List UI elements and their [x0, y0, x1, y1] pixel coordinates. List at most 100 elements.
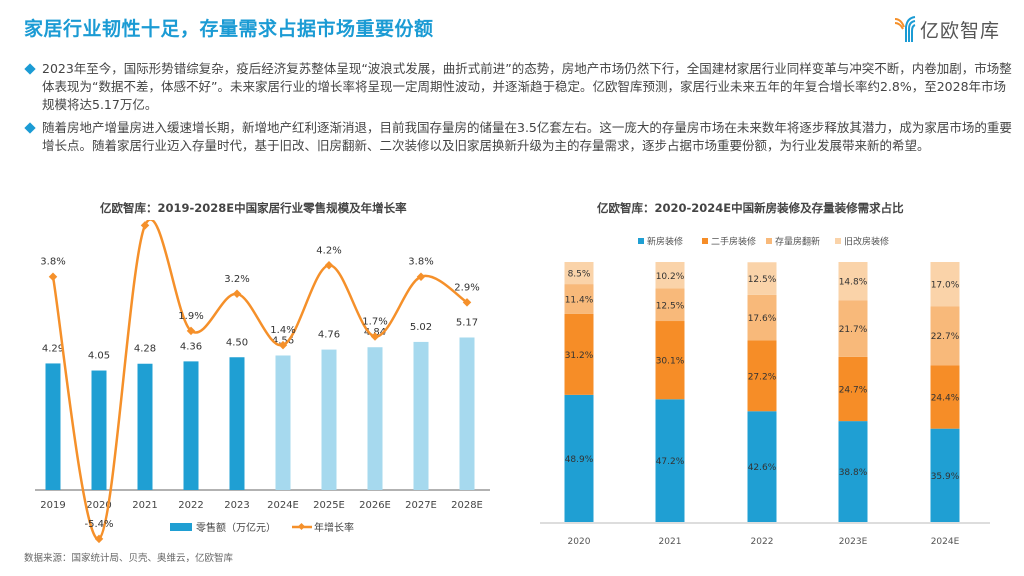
- segment-label: 10.2%: [656, 272, 685, 282]
- x-tick-label: 2019: [40, 500, 65, 511]
- segment-label: 17.6%: [748, 314, 777, 324]
- data-source: 数据来源：国家统计局、贝壳、奥维云，亿欧智库: [24, 553, 234, 564]
- legend-label-retail: 零售额（万亿元）: [196, 521, 276, 534]
- bar-retail-2025E: [321, 349, 337, 490]
- segment-label: 11.4%: [565, 295, 594, 305]
- brand-logo: 亿欧智库: [893, 15, 1000, 43]
- segment-label: 30.1%: [656, 357, 685, 367]
- growth-point-2020: [94, 534, 104, 544]
- legend-label: 新房装修: [647, 236, 683, 248]
- summary-bullets: 2023年至今，国际形势错综复杂，疫后经济复苏整体呈现“波浪式发展，曲折式前进”…: [24, 60, 1014, 160]
- bar-label: 4.76: [318, 330, 340, 341]
- bullet-item: 随着房地产增量房进入缓速增长期，新增地产红利逐渐消退，目前我国存量房的储量在3.…: [24, 119, 1014, 155]
- growth-point-2023: [232, 289, 242, 299]
- legend-swatch-retail: [170, 523, 192, 531]
- legend-label: 二手房装修: [711, 236, 756, 248]
- growth-point-2028E: [462, 298, 472, 307]
- segment-label: 42.6%: [748, 463, 777, 473]
- growth-point-2026E: [370, 332, 380, 341]
- growth-label: 4.2%: [316, 245, 341, 256]
- x-tick-label: 2020: [568, 537, 591, 547]
- growth-label: 1.9%: [178, 311, 203, 322]
- bullet-text: 2023年至今，国际形势错综复杂，疫后经济复苏整体呈现“波浪式发展，曲折式前进”…: [42, 61, 1012, 112]
- segment-2022: [747, 411, 777, 522]
- segment-2020: [564, 313, 594, 395]
- segment-2022: [747, 294, 777, 341]
- segment-2022: [747, 262, 777, 295]
- segment-label: 47.2%: [656, 457, 685, 467]
- legend-swatch: [702, 238, 708, 244]
- segment-2023E: [838, 356, 868, 422]
- x-tick-label: 2020: [86, 500, 111, 511]
- segment-2020: [564, 262, 594, 285]
- page-title: 家居行业韧性十足，存量需求占据市场重要份额: [24, 18, 434, 40]
- segment-2020: [564, 394, 594, 522]
- x-tick-label: 2025E: [313, 500, 345, 511]
- growth-point-2027E: [416, 272, 426, 281]
- legend-label: 旧改房装修: [844, 236, 889, 248]
- x-tick-label: 2022: [178, 500, 203, 511]
- growth-label: 3.8%: [40, 257, 65, 268]
- diamond-bullet-icon: [24, 122, 36, 134]
- segment-2024E: [930, 262, 960, 307]
- segment-label: 38.8%: [839, 468, 868, 478]
- bar-label: 5.17: [456, 317, 478, 328]
- segment-label: 8.5%: [568, 270, 591, 280]
- bar-label: 5.02: [410, 322, 432, 333]
- bullet-text: 随着房地产增量房进入缓速增长期，新增地产红利逐渐消退，目前我国存量房的储量在3.…: [42, 120, 1012, 153]
- segment-label: 48.9%: [565, 455, 594, 465]
- bar-retail-2024E: [275, 355, 291, 490]
- segment-2021: [655, 262, 685, 289]
- segment-2023E: [838, 262, 868, 301]
- segment-2023E: [838, 300, 868, 357]
- segment-label: 12.5%: [656, 301, 685, 311]
- growth-label: 3.8%: [408, 257, 433, 268]
- legend-swatch: [638, 238, 644, 244]
- segment-2024E: [930, 428, 960, 522]
- x-tick-label: 2028E: [451, 500, 483, 511]
- yiou-y-logo-icon: [894, 16, 916, 42]
- segment-2024E: [930, 306, 960, 366]
- segment-label: 31.2%: [565, 351, 594, 361]
- legend-swatch: [835, 238, 841, 244]
- segment-2021: [655, 321, 685, 400]
- x-tick-label: 2021: [659, 537, 682, 547]
- logo-text: 亿欧智库: [920, 19, 1001, 42]
- bar-retail-2020: [91, 370, 107, 490]
- growth-point-2019: [48, 272, 58, 281]
- growth-label: 1.7%: [362, 317, 387, 328]
- segment-2020: [564, 284, 594, 314]
- x-tick-label: 2023E: [839, 537, 868, 547]
- bar-retail-2021: [137, 363, 153, 490]
- growth-point-2024E: [278, 340, 288, 350]
- bullet-item: 2023年至今，国际形势错综复杂，疫后经济复苏整体呈现“波浪式发展，曲折式前进”…: [24, 60, 1014, 114]
- segment-2024E: [930, 365, 960, 429]
- bar-label: 4.36: [180, 341, 202, 352]
- bar-label: 4.50: [226, 337, 248, 348]
- segment-label: 27.2%: [748, 372, 777, 382]
- bar-retail-2019: [45, 363, 61, 490]
- bar-retail-2028E: [459, 337, 475, 490]
- segment-2022: [747, 340, 777, 412]
- x-tick-label: 2024E: [931, 537, 960, 547]
- segment-2021: [655, 399, 685, 522]
- bar-retail-2023: [229, 357, 245, 490]
- x-tick-label: 2021: [132, 500, 157, 511]
- segment-label: 12.5%: [748, 275, 777, 285]
- bar-label: 4.28: [134, 344, 156, 355]
- segment-label: 35.9%: [931, 472, 960, 482]
- x-tick-label: 2027E: [405, 500, 437, 511]
- bar-retail-2022: [183, 361, 199, 490]
- growth-point-2021: [140, 221, 150, 230]
- growth-label: -5.4%: [84, 519, 113, 530]
- chart2-title: 亿欧智库：2020-2024E中国新房装修及存量装修需求占比: [597, 201, 904, 215]
- x-tick-label: 2026E: [359, 500, 391, 511]
- growth-label: 3.2%: [224, 274, 249, 285]
- bar-label: 4.05: [88, 351, 110, 362]
- diamond-bullet-icon: [24, 63, 36, 75]
- bar-retail-2026E: [367, 347, 383, 490]
- segment-label: 14.8%: [839, 278, 868, 288]
- chart1-title: 亿欧智库：2019-2028E中国家居行业零售规模及年增长率: [100, 201, 407, 215]
- growth-label: 1.4%: [270, 325, 295, 336]
- x-tick-label: 2022: [751, 537, 774, 547]
